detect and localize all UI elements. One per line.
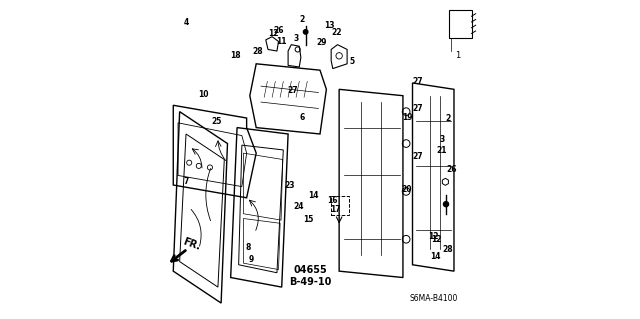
Text: FR.: FR. — [181, 236, 202, 252]
Text: 27: 27 — [412, 77, 422, 86]
Text: 29: 29 — [316, 38, 327, 47]
Text: 2: 2 — [300, 15, 305, 24]
Text: 12: 12 — [431, 235, 442, 244]
Text: 15: 15 — [303, 215, 314, 224]
Text: S6MA-B4100: S6MA-B4100 — [409, 294, 458, 303]
Text: 23: 23 — [284, 181, 295, 190]
Text: 4: 4 — [184, 18, 189, 27]
Text: 24: 24 — [293, 202, 303, 211]
Circle shape — [303, 30, 308, 34]
Text: 3: 3 — [439, 135, 445, 144]
Text: 18: 18 — [230, 51, 241, 60]
Text: 28: 28 — [253, 47, 263, 56]
Text: 20: 20 — [402, 185, 412, 194]
Text: 27: 27 — [412, 104, 422, 113]
Text: 26: 26 — [273, 26, 284, 35]
Text: 22: 22 — [332, 28, 342, 37]
Text: 13: 13 — [324, 21, 334, 30]
Text: 17: 17 — [330, 205, 340, 214]
Text: 16: 16 — [328, 196, 338, 205]
Text: 27: 27 — [412, 152, 422, 161]
Bar — [449, 10, 472, 38]
Text: 11: 11 — [276, 37, 286, 46]
Text: 19: 19 — [402, 113, 412, 122]
Text: 14: 14 — [308, 191, 319, 200]
Text: 7: 7 — [183, 177, 189, 186]
Text: 12: 12 — [269, 29, 279, 38]
Text: 28: 28 — [442, 245, 453, 254]
Text: 9: 9 — [249, 255, 254, 263]
Text: 21: 21 — [436, 146, 447, 155]
Text: 14: 14 — [430, 252, 441, 261]
Text: 04655
B-49-10: 04655 B-49-10 — [289, 265, 332, 287]
Text: 26: 26 — [446, 165, 457, 174]
Text: 27: 27 — [287, 86, 298, 95]
Text: 10: 10 — [198, 90, 209, 99]
Text: 2: 2 — [445, 114, 450, 123]
Text: 3: 3 — [294, 34, 299, 43]
Text: 6: 6 — [300, 113, 305, 122]
Text: 12: 12 — [428, 232, 438, 241]
Bar — [331, 196, 349, 215]
Text: 1: 1 — [456, 51, 461, 60]
Text: 5: 5 — [349, 57, 355, 66]
Text: 25: 25 — [211, 117, 221, 126]
Circle shape — [444, 202, 449, 207]
Text: 8: 8 — [246, 243, 251, 252]
